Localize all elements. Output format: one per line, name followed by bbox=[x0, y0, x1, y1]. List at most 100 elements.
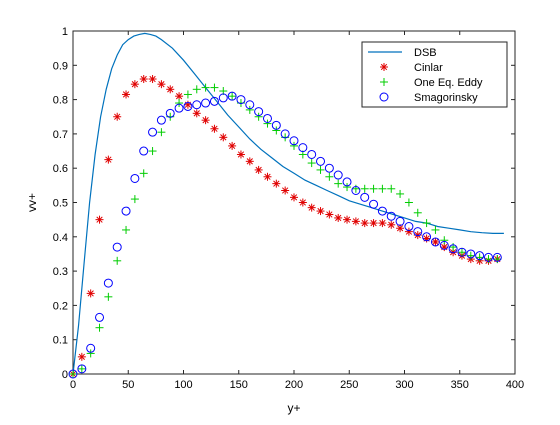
data-point bbox=[104, 155, 113, 164]
legend-label: DSB bbox=[414, 47, 437, 59]
asterisk-stroke bbox=[167, 86, 174, 93]
data-point bbox=[245, 100, 255, 110]
asterisk-stroke bbox=[220, 134, 227, 141]
data-point bbox=[404, 198, 413, 207]
data-point bbox=[307, 149, 317, 159]
data-point bbox=[404, 222, 414, 232]
y-tick-label: 0.5 bbox=[53, 198, 68, 210]
asterisk-stroke bbox=[87, 290, 94, 297]
data-point bbox=[130, 173, 140, 183]
legend-marker-swatch bbox=[379, 92, 389, 102]
data-point bbox=[448, 244, 458, 254]
data-point bbox=[112, 242, 122, 252]
asterisk-stroke bbox=[255, 166, 262, 174]
data-point bbox=[369, 219, 378, 228]
x-axis-label: y+ bbox=[287, 401, 300, 415]
data-point bbox=[183, 90, 192, 99]
data-point bbox=[77, 364, 86, 373]
data-point bbox=[360, 184, 369, 193]
data-point bbox=[430, 237, 440, 247]
data-point bbox=[227, 91, 237, 101]
data-point bbox=[236, 150, 245, 159]
asterisk-stroke bbox=[379, 219, 386, 227]
data-point bbox=[68, 369, 78, 379]
y-tick-label: 0.6 bbox=[53, 163, 68, 175]
data-point bbox=[113, 112, 122, 121]
data-point bbox=[254, 112, 263, 121]
asterisk-stroke bbox=[299, 199, 306, 206]
data-point bbox=[122, 90, 131, 99]
data-point bbox=[218, 93, 228, 103]
asterisk-stroke bbox=[432, 238, 439, 246]
data-point bbox=[334, 179, 343, 188]
data-point bbox=[130, 195, 139, 204]
data-point bbox=[254, 165, 263, 174]
data-point bbox=[316, 207, 325, 216]
data-point bbox=[201, 116, 210, 125]
data-point bbox=[86, 349, 95, 358]
data-point bbox=[245, 105, 254, 114]
data-point bbox=[457, 248, 466, 257]
data-point bbox=[201, 83, 210, 92]
asterisk-stroke bbox=[246, 158, 253, 165]
data-point bbox=[210, 83, 219, 92]
x-tick-label: 150 bbox=[230, 379, 248, 391]
data-point bbox=[157, 80, 166, 89]
data-point bbox=[121, 206, 131, 216]
data-point bbox=[228, 92, 237, 101]
x-tick-label: 50 bbox=[122, 379, 134, 391]
asterisk-stroke bbox=[370, 219, 377, 227]
data-point bbox=[369, 184, 378, 193]
data-point bbox=[457, 247, 467, 257]
data-point bbox=[431, 237, 440, 246]
data-point bbox=[333, 170, 343, 180]
data-point bbox=[316, 165, 325, 174]
series-cinlar bbox=[69, 75, 502, 378]
asterisk-stroke bbox=[388, 221, 395, 228]
x-tick-label: 0 bbox=[70, 379, 76, 391]
asterisk-stroke bbox=[175, 93, 183, 100]
data-point bbox=[174, 103, 184, 113]
asterisk-stroke bbox=[237, 151, 245, 158]
asterisk-stroke bbox=[122, 91, 130, 98]
data-point bbox=[272, 179, 281, 188]
data-point bbox=[148, 147, 157, 156]
y-tick-label: 0.1 bbox=[53, 335, 68, 347]
y-tick-label: 0.9 bbox=[53, 60, 68, 72]
data-point bbox=[360, 192, 370, 202]
legend-marker-swatch bbox=[380, 78, 388, 86]
data-point bbox=[95, 215, 104, 224]
asterisk-stroke bbox=[264, 173, 271, 180]
data-point bbox=[281, 186, 290, 195]
data-point bbox=[351, 217, 360, 226]
data-point bbox=[343, 215, 352, 224]
data-point bbox=[466, 249, 476, 259]
asterisk-stroke bbox=[158, 81, 165, 88]
data-point bbox=[156, 115, 166, 125]
data-point bbox=[290, 141, 298, 150]
y-tick-label: 0.7 bbox=[53, 129, 68, 141]
data-point bbox=[272, 126, 281, 135]
y-tick-label: 0.4 bbox=[53, 232, 68, 244]
data-point bbox=[298, 143, 308, 153]
asterisk-stroke bbox=[290, 194, 298, 201]
data-point bbox=[210, 124, 219, 133]
asterisk-stroke bbox=[202, 117, 209, 124]
data-point bbox=[122, 225, 131, 234]
data-point bbox=[219, 133, 228, 142]
series-smagorinsky bbox=[68, 91, 502, 379]
data-point bbox=[69, 370, 77, 378]
data-point bbox=[104, 292, 113, 301]
data-point bbox=[387, 184, 396, 193]
asterisk-stroke bbox=[78, 353, 85, 361]
asterisk-stroke bbox=[343, 216, 351, 223]
data-point bbox=[413, 227, 423, 237]
asterisk-stroke bbox=[114, 113, 121, 120]
data-point bbox=[95, 312, 105, 322]
asterisk-stroke bbox=[326, 211, 333, 218]
data-point bbox=[439, 240, 449, 250]
asterisk-stroke bbox=[308, 204, 315, 211]
data-point bbox=[139, 75, 148, 84]
data-point bbox=[192, 85, 201, 94]
data-point bbox=[422, 219, 431, 228]
